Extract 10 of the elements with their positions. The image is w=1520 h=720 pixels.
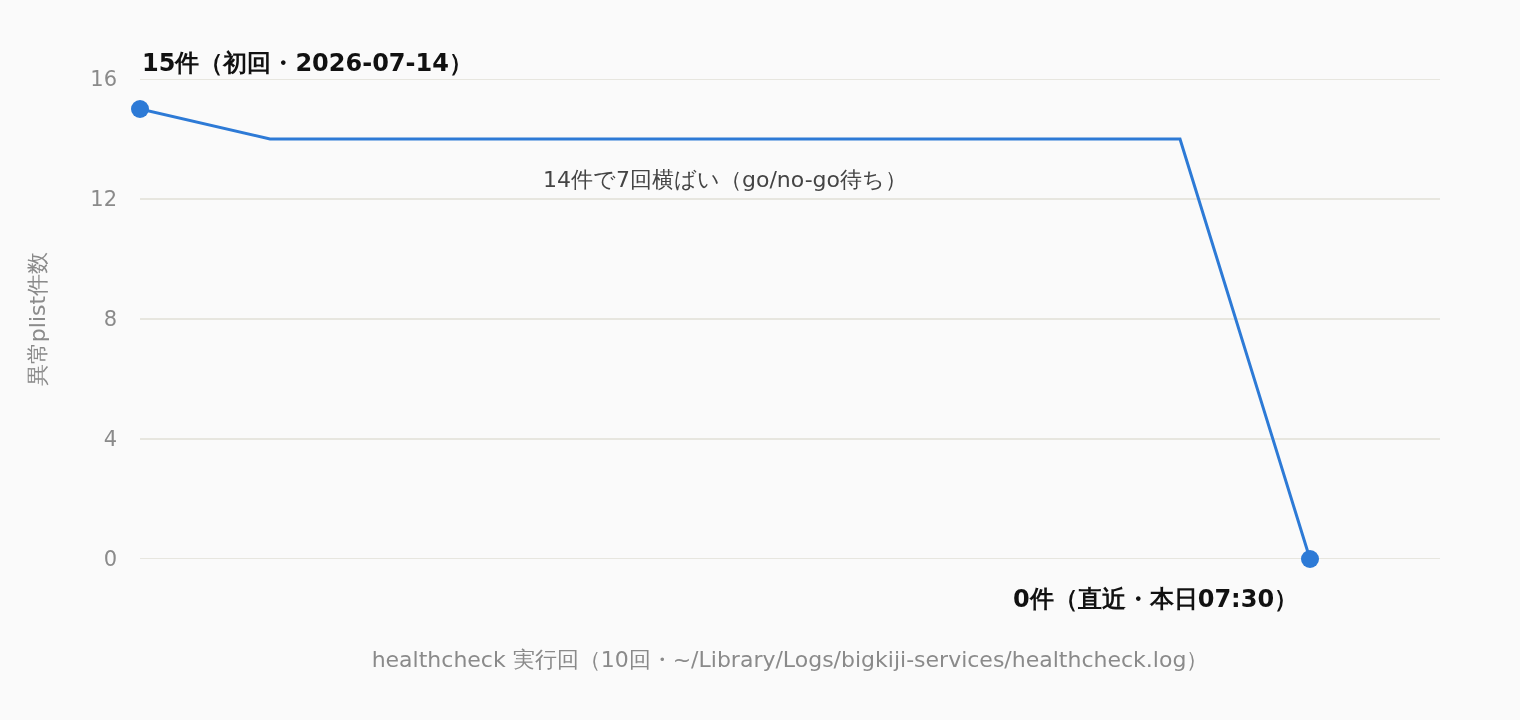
y-tick-label: 12 [90, 187, 117, 212]
annotation: 14件で7回横ばい（go/no-go待ち） [543, 167, 908, 192]
y-tick-label: 4 [103, 427, 117, 452]
y-tick-label: 0 [103, 547, 117, 572]
y-tick-label: 8 [103, 307, 117, 332]
x-axis-title: healthcheck 実行回（10回・~/Library/Logs/bigkiji-services/healthcheck.log） [371, 646, 1209, 672]
y-axis-title: 異常plist件数 [25, 251, 51, 387]
text: 15件（初回・2026-07-14） [142, 49, 473, 77]
text: 0件（直近・本日07:30） [1013, 585, 1299, 613]
y-tick-label: 16 [90, 67, 117, 92]
